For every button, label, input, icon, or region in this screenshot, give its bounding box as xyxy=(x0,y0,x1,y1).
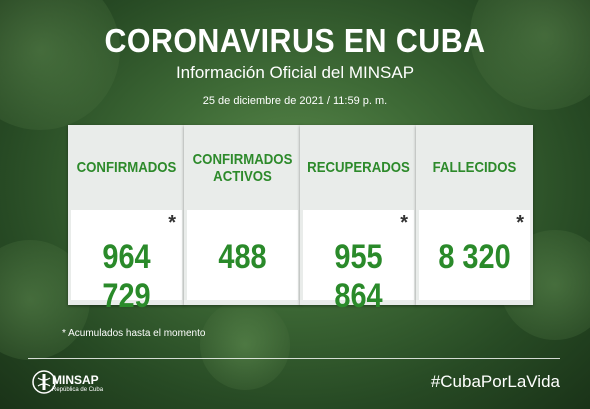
card-label: RECUPERADOS xyxy=(307,159,410,176)
card-label: CONFIRMADOS ACTIVOS xyxy=(192,150,293,185)
hashtag: #CubaPorLaVida xyxy=(430,372,560,391)
report-date: 25 de diciembre de 2021 / 11:59 p. m. xyxy=(202,95,388,107)
card-value-box: * 8 320 xyxy=(419,210,530,300)
card-fallecidos: FALLECIDOS * 8 320 xyxy=(416,125,533,305)
card-value-box: * 955 864 xyxy=(303,210,414,315)
virus-decoration-icon xyxy=(200,300,290,390)
page-title: CORONAVIRUS EN CUBA xyxy=(104,22,486,59)
card-recuperados: RECUPERADOS * 955 864 xyxy=(300,125,417,315)
footnote: * Acumulados hasta el momento xyxy=(62,328,206,339)
card-asterisk: * xyxy=(400,212,408,234)
card-asterisk: * xyxy=(168,212,176,234)
footer-divider xyxy=(28,358,560,359)
card-value-box: 488 xyxy=(187,210,298,300)
brand-name: MINSAP xyxy=(52,373,99,387)
card-label: CONFIRMADOS xyxy=(76,159,177,176)
card-value: 8 320 xyxy=(438,238,511,276)
card-asterisk: * xyxy=(516,212,524,234)
card-value: 488 xyxy=(218,238,267,276)
card-value-box: * 964 729 xyxy=(71,210,182,315)
minsap-emblem-icon xyxy=(32,370,56,394)
brand-subtitle: República de Cuba xyxy=(52,387,104,393)
card-label: FALLECIDOS xyxy=(432,159,517,176)
card-confirmados-activos: CONFIRMADOS ACTIVOS 488 xyxy=(184,125,301,305)
card-confirmados: CONFIRMADOS * 964 729 xyxy=(68,125,185,315)
page-subtitle: Información Oficial del MINSAP xyxy=(175,63,415,82)
card-value: 964 729 xyxy=(102,238,151,315)
card-value: 955 864 xyxy=(334,238,383,315)
